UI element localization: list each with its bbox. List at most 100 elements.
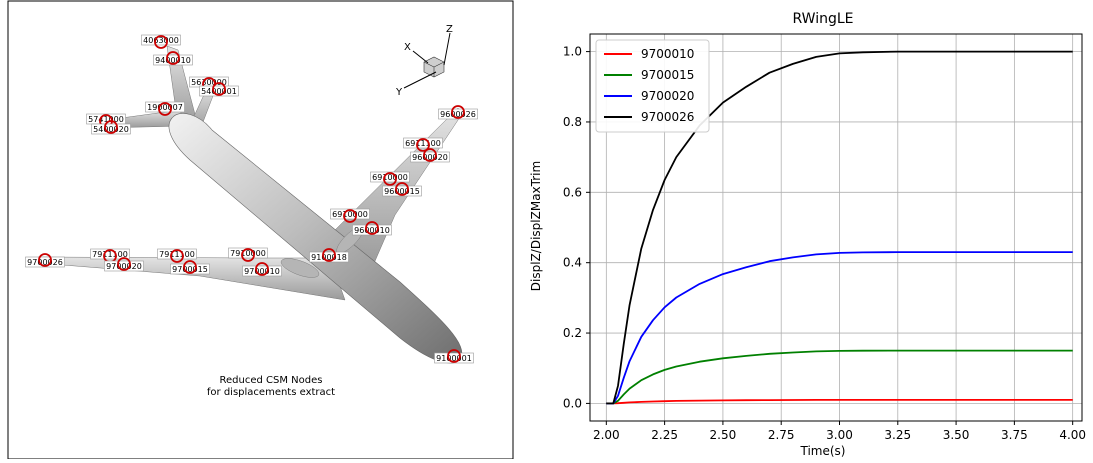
node-label: 9700020	[106, 262, 142, 271]
plot-frame	[589, 33, 1083, 422]
node-marker	[38, 253, 52, 267]
node-label-box	[382, 185, 422, 197]
node-label-box	[90, 248, 130, 260]
node-label-box	[170, 263, 210, 275]
node-label-box	[153, 54, 193, 66]
x-tick-label: 3.75	[1001, 428, 1028, 442]
node-label: 6910000	[372, 173, 408, 182]
legend-box	[595, 39, 710, 133]
legend-label: 9700020	[641, 89, 694, 103]
node-label: 7911100	[159, 250, 195, 259]
caption-line1: Reduced CSM Nodes	[220, 375, 323, 386]
chart-panel: RWingLE Time(s) DisplZ/DisplZMaxTrim 2.0…	[520, 0, 1093, 459]
node-label-box	[410, 151, 450, 163]
node-label: 9600010	[354, 226, 390, 235]
y-tick-label: 0.2	[563, 326, 582, 340]
node-marker	[166, 51, 180, 65]
axis-triad-icon: Z X Y	[395, 24, 453, 98]
node-marker	[395, 182, 409, 196]
node-label: 9600026	[440, 110, 476, 119]
node-label-box	[438, 108, 478, 120]
node-label: 4063000	[143, 36, 179, 45]
series-line-9700015	[606, 349, 1073, 405]
node-marker	[154, 35, 168, 49]
axis-y-label: Y	[395, 87, 403, 98]
node-label-box	[330, 208, 370, 220]
node-label: 5400020	[93, 125, 129, 134]
node-label: 9700010	[244, 267, 280, 276]
engine-left	[280, 258, 320, 278]
node-marker	[365, 221, 379, 235]
node-marker	[241, 248, 255, 262]
chart-title: RWingLE	[793, 11, 854, 27]
node-label: 9100001	[436, 354, 472, 363]
y-tick-label: 0.4	[563, 256, 582, 270]
node-marker	[383, 172, 397, 186]
node-label-box	[145, 101, 185, 113]
node-marker	[170, 249, 184, 263]
x-tick-label: 2.25	[651, 428, 678, 442]
node-label: 5400001	[201, 87, 237, 96]
node-label: 9600015	[384, 187, 420, 196]
x-tick-label: 2.75	[768, 428, 795, 442]
y-tick-label: 0.6	[563, 185, 582, 199]
node-label-box	[91, 123, 131, 135]
node-marker	[322, 248, 336, 262]
node-label: 6911100	[405, 139, 441, 148]
caption-line2: for displacements extract	[207, 387, 335, 398]
node-marker	[104, 120, 118, 134]
legend-label: 9700010	[641, 47, 694, 61]
node-label-box	[141, 34, 181, 46]
x-axis-label: Time(s)	[800, 444, 846, 458]
series-line-9700020	[606, 251, 1073, 405]
x-tick-label: 2.00	[593, 428, 620, 442]
node-label: 9400010	[155, 56, 191, 65]
series-line-9700026	[606, 50, 1073, 405]
node-label: 7911100	[92, 250, 128, 259]
node-marker	[212, 82, 226, 96]
x-tick-label: 3.50	[943, 428, 970, 442]
y-tick-label: 0.8	[563, 115, 582, 129]
series-line-9700010	[606, 398, 1073, 405]
y-tick-label: 1.0	[563, 45, 582, 59]
node-label-box	[352, 224, 392, 236]
node-label-box	[403, 137, 443, 149]
node-marker	[183, 260, 197, 274]
node-label-box	[370, 171, 410, 183]
view-frame	[7, 0, 514, 460]
node-label-box	[199, 85, 239, 97]
node-marker	[117, 257, 131, 271]
node-marker	[255, 262, 269, 276]
node-label: 6910000	[332, 210, 368, 219]
x-tick-label: 3.00	[826, 428, 853, 442]
node-marker	[451, 105, 465, 119]
node-marker	[423, 148, 437, 162]
node-label-box	[228, 247, 268, 259]
x-tick-label: 4.00	[1059, 428, 1086, 442]
node-label: 9700015	[172, 265, 208, 274]
node-label: 1900007	[147, 103, 183, 112]
node-label: 5630000	[191, 78, 227, 87]
legend-label: 9700026	[641, 110, 694, 124]
node-marker	[158, 102, 172, 116]
y-tick-label: 0.0	[563, 396, 582, 410]
node-label: 9700026	[27, 258, 63, 267]
node-marker	[447, 349, 461, 363]
node-label-box	[434, 352, 474, 364]
legend-label: 9700015	[641, 68, 694, 82]
node-label: 9600020	[412, 153, 448, 162]
node-marker	[416, 138, 430, 152]
node-label-box	[157, 248, 197, 260]
chart-svg: RWingLE Time(s) DisplZ/DisplZMaxTrim 2.0…	[529, 11, 1086, 458]
axis-x-label: X	[404, 42, 411, 53]
x-tick-label: 3.25	[884, 428, 911, 442]
axis-z-label: Z	[446, 24, 453, 35]
node-marker	[343, 209, 357, 223]
node-label: 5741000	[88, 115, 124, 124]
node-label-box	[25, 256, 65, 268]
node-label: 9100018	[311, 253, 347, 262]
node-label-box	[104, 260, 144, 272]
node-label-box	[309, 251, 349, 263]
